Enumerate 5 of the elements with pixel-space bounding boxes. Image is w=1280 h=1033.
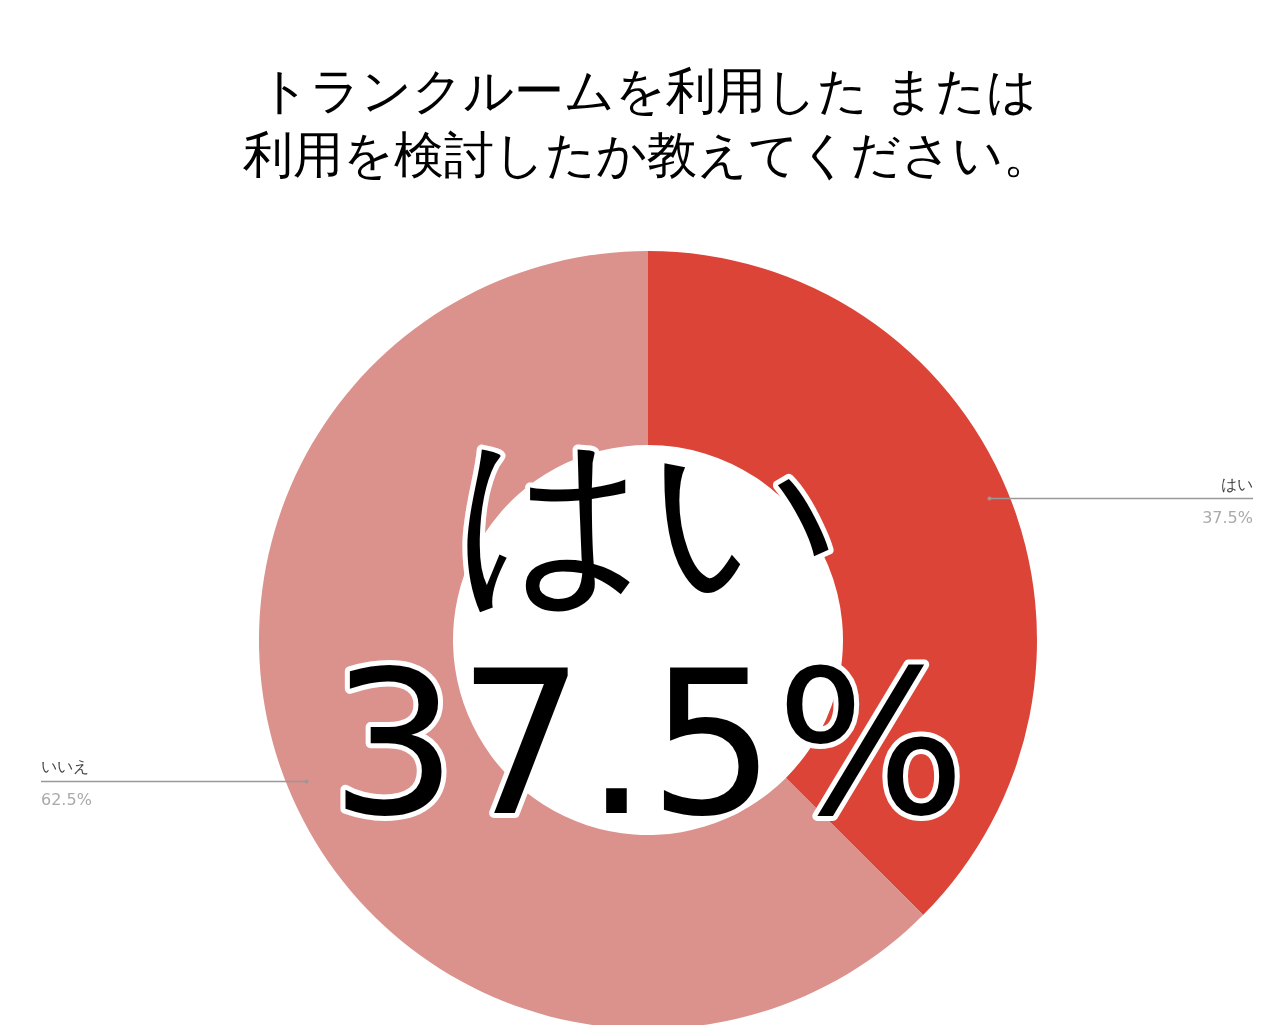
slice-label: はい [1221,474,1253,494]
data-label: 37.5% [1202,507,1253,527]
slice-label: いいえ [41,757,89,777]
data-label: 62.5% [41,790,92,810]
chart-title: トランクルームを利用した または利用を検討したか教えてください。 [243,62,1053,184]
